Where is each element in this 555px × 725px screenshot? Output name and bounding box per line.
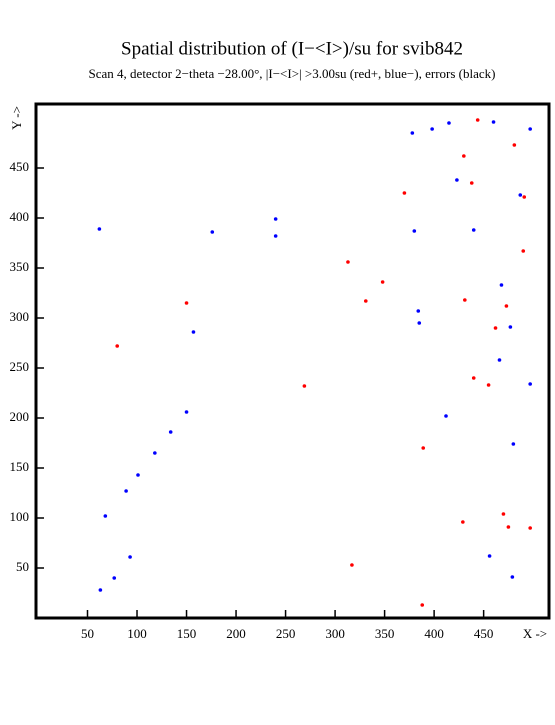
point [184,410,189,414]
y-tick-label: 300 [10,309,30,324]
point [124,489,128,493]
x-tick-label: 50 [81,626,94,641]
point [363,299,368,303]
point [420,603,425,607]
point [475,118,480,122]
y-tick-label: 350 [10,259,30,274]
point [508,325,513,329]
chart-subtitle: Scan 4, detector 2−theta −28.00°, |I−<I>… [89,66,496,81]
point [528,127,532,131]
point [512,143,517,147]
point [469,181,474,185]
point [112,576,117,580]
point [410,131,415,135]
point [497,358,502,362]
point [447,121,451,125]
point [528,526,532,530]
point [486,383,491,387]
x-tick-label: 350 [375,626,395,641]
point [346,260,350,264]
point [128,555,132,559]
x-axis-label: X -> [523,626,547,641]
point [493,326,498,330]
y-tick-label: 50 [16,559,29,574]
point [210,230,215,234]
y-tick-label: 250 [10,359,30,374]
chart-title: Spatial distribution of (I−<I>)/su for s… [121,38,463,59]
point [511,442,516,446]
point [491,120,496,124]
x-tick-label: 400 [424,626,444,641]
point [463,298,467,302]
point [522,195,527,199]
point [510,575,515,579]
point [504,304,509,308]
point [417,321,422,325]
point [461,520,465,524]
point [518,193,523,197]
point [521,249,526,253]
x-tick-label: 250 [276,626,296,641]
x-tick-label: 300 [325,626,345,641]
y-tick-label: 400 [10,209,30,224]
point [430,127,434,131]
point [115,344,120,348]
y-tick-label: 450 [10,159,30,174]
point [416,309,421,313]
point [302,384,307,388]
point [462,154,466,158]
point [273,217,278,221]
point [136,473,140,477]
point [471,376,476,380]
x-tick-label: 100 [127,626,147,641]
y-axis-label: Y -> [9,106,24,130]
point [444,414,448,418]
point [471,228,476,232]
point [153,451,157,455]
point [421,446,426,450]
point [506,525,511,529]
point [168,430,173,434]
point [184,301,189,305]
point [350,563,354,567]
point [455,178,459,182]
point [273,234,278,238]
y-tick-label: 150 [10,459,30,474]
point [487,554,492,558]
x-tick-label: 200 [226,626,246,641]
x-tick-label: 150 [177,626,197,641]
point [501,512,506,516]
point [191,330,196,334]
x-tick-label: 450 [474,626,494,641]
plot-frame [34,102,551,620]
y-tick-label: 100 [10,509,30,524]
y-tick-label: 200 [10,409,30,424]
point [98,588,103,592]
point [499,283,504,287]
point [97,227,102,231]
point [412,229,417,233]
point [103,514,108,518]
point [528,382,532,386]
point [402,191,407,195]
point [380,280,385,284]
